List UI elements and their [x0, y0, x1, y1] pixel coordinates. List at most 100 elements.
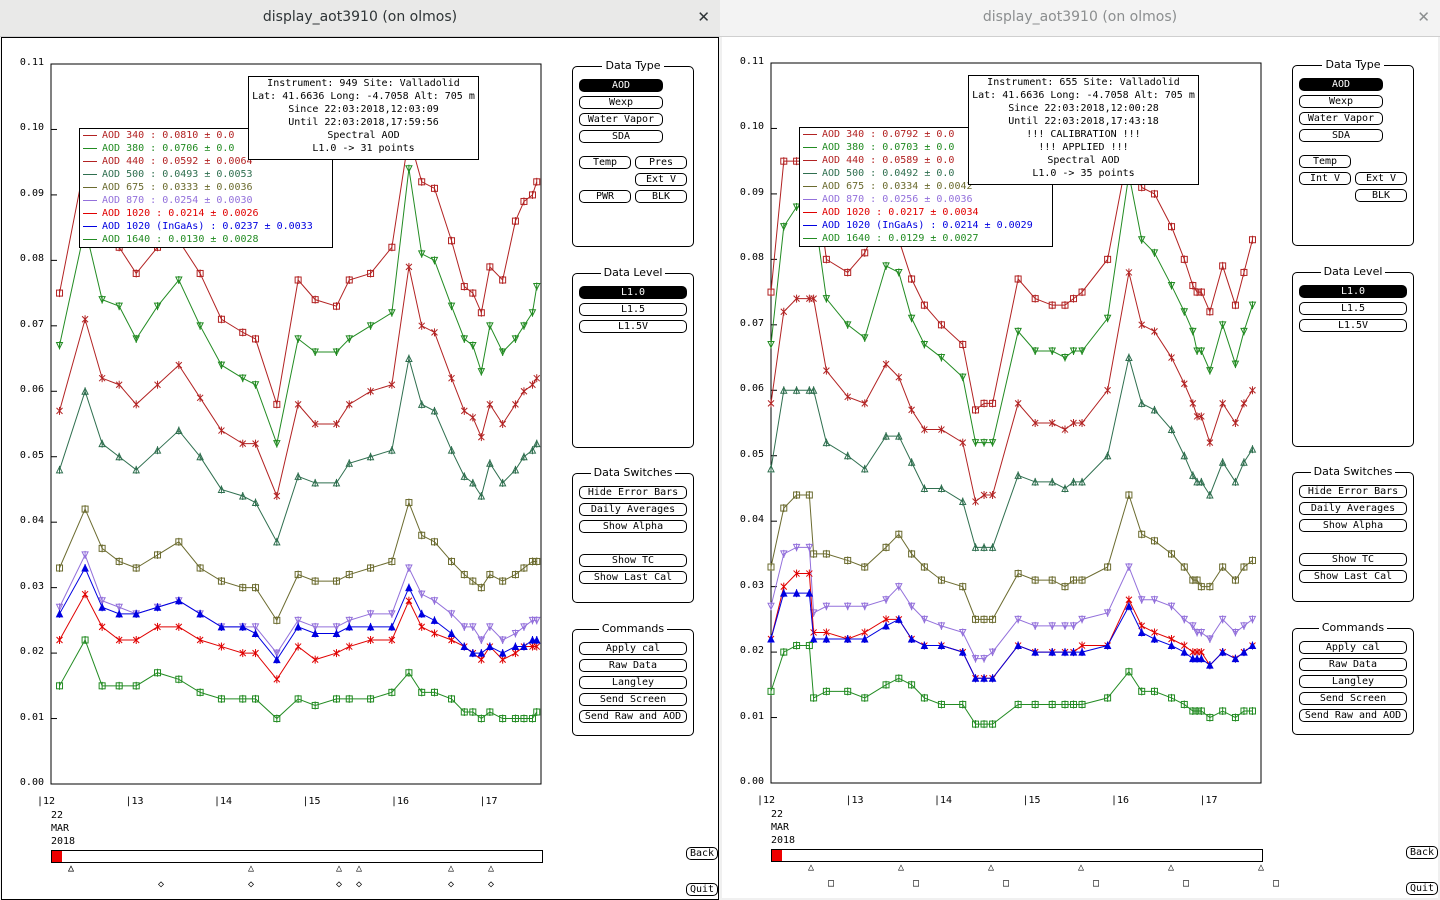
data-point — [767, 563, 775, 571]
quit-button[interactable]: Quit — [686, 883, 719, 896]
data-type-button-wexp[interactable]: Wexp — [1299, 95, 1383, 108]
data-point — [477, 308, 485, 317]
level-button-l15v[interactable]: L1.5V — [579, 320, 687, 333]
switch-button-daily-averages[interactable]: Daily Averages — [579, 503, 687, 516]
level-button-l15[interactable]: L1.5 — [579, 303, 687, 316]
data-point — [1219, 707, 1227, 715]
data-point — [520, 197, 528, 206]
switch-button-hide-error-bars[interactable]: Hide Error Bars — [579, 486, 687, 499]
legend-entry: AOD 1020 (InGaAs) : 0.0237 ± 0.0033 — [80, 220, 332, 233]
switch-button-show-last-cal[interactable]: Show Last Cal — [1299, 570, 1407, 583]
data-type-button-sda[interactable]: SDA — [579, 130, 663, 143]
data-type-button-water-vapor[interactable]: Water Vapor — [1299, 112, 1383, 125]
switch-button-show-alpha[interactable]: Show Alpha — [1299, 519, 1407, 532]
level-button-l15v[interactable]: L1.5V — [1299, 319, 1407, 332]
command-button-langley[interactable]: Langley — [1299, 675, 1407, 688]
command-button-send-raw-and-aod[interactable]: Send Raw and AOD — [1299, 709, 1407, 722]
title-bar[interactable]: display_aot3910 (on olmos) ✕ — [0, 0, 720, 37]
y-tick-label: 0.01 — [19, 711, 44, 723]
legend-entry: AOD 500 : 0.0492 ± 0.0 — [800, 167, 1052, 180]
data-point — [511, 629, 520, 638]
data-point — [1231, 628, 1240, 637]
data-point — [311, 701, 319, 710]
switch-button-daily-averages[interactable]: Daily Averages — [1299, 502, 1407, 515]
data-point — [1069, 347, 1078, 356]
ext-v-button[interactable]: Ext V — [1355, 172, 1407, 185]
data-point — [1180, 563, 1188, 571]
data-point — [239, 583, 247, 592]
level-button-l10[interactable]: L1.0 — [1299, 285, 1407, 298]
switch-button-show-last-cal[interactable]: Show Last Cal — [579, 571, 687, 584]
y-tick-label: 0.01 — [739, 710, 764, 722]
data-point — [533, 177, 541, 186]
switch-button-show-alpha[interactable]: Show Alpha — [579, 520, 687, 533]
data-point — [882, 595, 890, 604]
command-button-apply-cal[interactable]: Apply cal — [579, 642, 687, 655]
ext-v-button[interactable]: Ext V — [635, 173, 687, 186]
data-point — [448, 374, 455, 383]
time-slider[interactable] — [771, 849, 1263, 862]
series-line-3 — [770, 357, 1253, 548]
quit-button[interactable]: Quit — [1406, 882, 1439, 895]
int-v-button[interactable]: Int V — [1299, 172, 1351, 185]
data-type-button-aod[interactable]: AOD — [1299, 78, 1383, 91]
data-point — [937, 484, 946, 493]
temp-button[interactable]: Temp — [1299, 155, 1351, 168]
data-point — [1240, 327, 1248, 336]
command-button-apply-cal[interactable]: Apply cal — [1299, 641, 1407, 654]
legend-label: AOD 1640 : 0.0130 ± 0.0028 — [102, 234, 259, 245]
pres-button[interactable]: Pres — [635, 156, 687, 169]
panel-title-text: Data Switches — [590, 466, 676, 479]
data-type-button-sda[interactable]: SDA — [1299, 129, 1383, 142]
data-point — [477, 367, 486, 376]
data-point — [1014, 327, 1022, 336]
series-line-5 — [59, 553, 537, 654]
switch-button-show-tc[interactable]: Show TC — [1299, 553, 1407, 566]
data-point — [805, 543, 814, 552]
data-point — [154, 380, 161, 389]
command-button-raw-data[interactable]: Raw Data — [1299, 658, 1407, 671]
data-type-button-water-vapor[interactable]: Water Vapor — [579, 113, 663, 126]
blk-button[interactable]: BLK — [1355, 189, 1407, 202]
info-line: !!! APPLIED !!! — [1038, 142, 1129, 153]
slider-knob[interactable] — [772, 850, 782, 861]
level-button-l15[interactable]: L1.5 — [1299, 302, 1407, 315]
command-button-langley[interactable]: Langley — [579, 676, 687, 689]
pwr-button[interactable]: PWR — [579, 190, 631, 203]
data-type-button-wexp[interactable]: Wexp — [579, 96, 663, 109]
data-point — [860, 333, 869, 343]
command-button-raw-data[interactable]: Raw Data — [579, 659, 687, 672]
time-slider[interactable] — [51, 850, 543, 863]
close-icon[interactable]: ✕ — [697, 8, 710, 26]
close-icon[interactable]: ✕ — [1417, 8, 1430, 26]
command-button-send-screen[interactable]: Send Screen — [579, 693, 687, 706]
command-button-send-raw-and-aod[interactable]: Send Raw and AOD — [579, 710, 687, 723]
data-point — [333, 649, 340, 658]
legend-label: AOD 340 : 0.0792 ± 0.0 — [822, 129, 955, 140]
data-type-button-aod[interactable]: AOD — [579, 79, 663, 92]
data-point — [1206, 366, 1214, 375]
back-button[interactable]: Back — [1406, 846, 1439, 859]
switch-button-show-tc[interactable]: Show TC — [579, 554, 687, 567]
data-point — [980, 543, 988, 552]
data-point — [1031, 347, 1039, 356]
blk-button[interactable]: BLK — [635, 190, 687, 203]
title-bar[interactable]: display_aot3910 (on olmos) ✕ — [720, 0, 1440, 37]
command-button-send-screen[interactable]: Send Screen — [1299, 692, 1407, 705]
switch-button-hide-error-bars[interactable]: Hide Error Bars — [1299, 485, 1407, 498]
data-point — [520, 564, 528, 572]
data-point — [988, 648, 997, 657]
temp-button[interactable]: Temp — [579, 156, 631, 169]
data-point — [1078, 477, 1086, 486]
data-point — [477, 636, 486, 645]
data-point — [55, 465, 64, 474]
flag-marker: △ — [448, 863, 455, 874]
level-button-l10[interactable]: L1.0 — [579, 286, 687, 299]
data-point — [958, 497, 967, 506]
back-button[interactable]: Back — [686, 847, 719, 860]
plot-canvas: 0.11 0.10 0.09 0.08 0.07 0.06 0.05 0.04 0.03 0.02… — [722, 37, 1439, 898]
slider-knob[interactable] — [52, 851, 62, 862]
data-point — [1070, 700, 1078, 709]
data-point — [1150, 595, 1159, 604]
data-point — [1197, 707, 1205, 715]
